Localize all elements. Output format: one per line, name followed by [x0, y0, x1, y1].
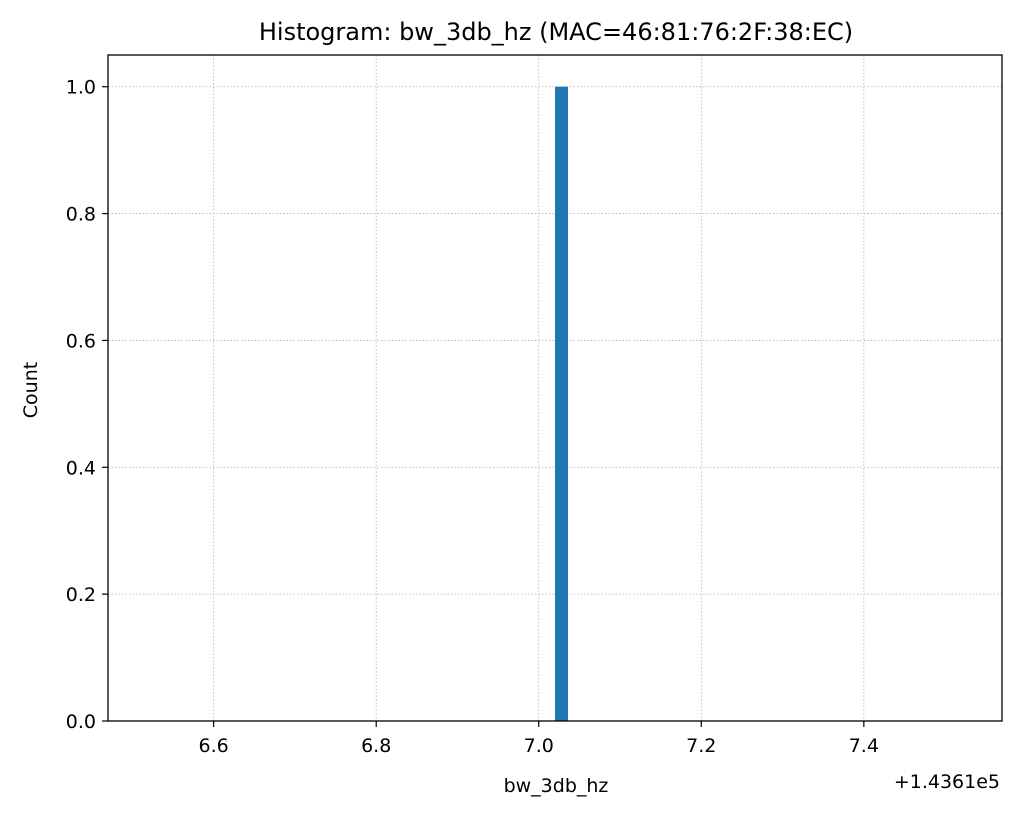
- y-tick-label: 1.0: [66, 77, 96, 99]
- x-tick-label: 6.8: [361, 735, 391, 757]
- y-axis-label: Count: [20, 362, 42, 418]
- x-tick-label: 6.6: [199, 735, 229, 757]
- histogram-bar: [555, 86, 569, 721]
- x-tick-label: 7.4: [849, 735, 879, 757]
- y-tick-label: 0.2: [66, 584, 96, 606]
- y-tick-label: 0.8: [66, 204, 96, 226]
- grid-lines: [108, 55, 1002, 722]
- y-tick-label: 0.6: [66, 330, 96, 352]
- plot-frame: [107, 54, 1003, 722]
- x-tick-label: 7.2: [686, 735, 716, 757]
- y-tick-label: 0.4: [66, 457, 96, 479]
- chart-title: Histogram: bw_3db_hz (MAC=46:81:76:2F:38…: [259, 18, 853, 46]
- bars: [555, 86, 569, 721]
- x-axis-ticks: 6.6 6.8 7.0 7.2 7.4: [199, 721, 879, 757]
- x-tick-label: 7.0: [524, 735, 554, 757]
- x-axis-label: bw_3db_hz: [504, 775, 609, 797]
- y-axis-ticks: 0.0 0.2 0.4 0.6 0.8 1.0: [66, 77, 108, 733]
- x-axis-offset-label: +1.4361e5: [894, 771, 1000, 793]
- y-tick-label: 0.0: [66, 711, 96, 733]
